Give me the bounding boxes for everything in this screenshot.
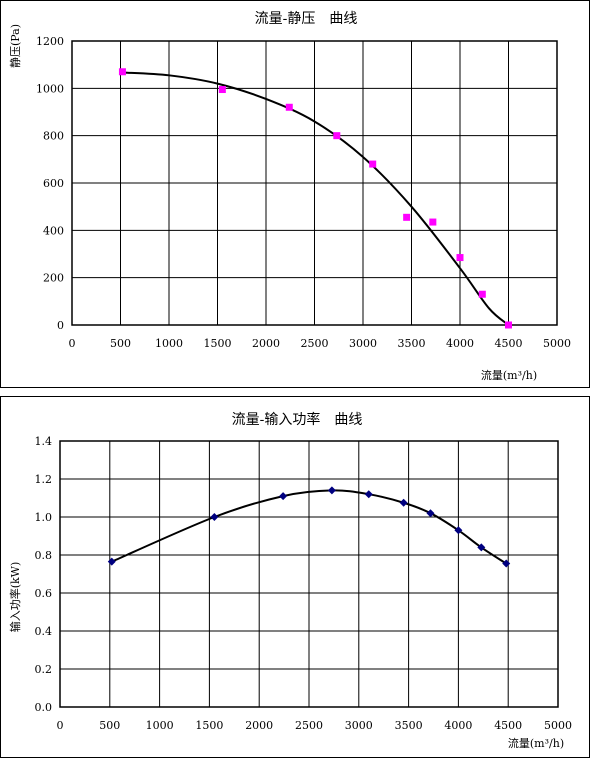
data-point	[210, 513, 219, 521]
x-tick-label: 4500	[495, 337, 523, 350]
data-point	[502, 559, 511, 568]
y-axis-label: 静压(Pa)	[8, 24, 22, 68]
static-pressure-chart-panel: 流量-静压 曲线 流量(m³/h) 静压(Pa) 0 500 1000 1500 200…	[0, 0, 590, 388]
chart-title: 流量-输入功率 曲线	[232, 411, 363, 428]
x-tick-label: 3000	[345, 719, 373, 732]
y-axis-label: 输入功率(kW)	[8, 562, 22, 633]
x-tick-label: 0	[57, 719, 64, 732]
y-tick-label: 0.6	[35, 587, 53, 600]
x-axis-label: 流量(m³/h)	[481, 368, 537, 382]
x-tick-label: 5000	[544, 719, 572, 732]
data-point	[333, 132, 341, 140]
x-tick-label: 3500	[395, 719, 423, 732]
y-tick-label: 800	[43, 130, 64, 143]
y-tick-label: 0	[57, 319, 64, 332]
input-power-chart-panel: 流量-输入功率 曲线 流量(m³/h) 输入功率(kW) 0 500 1000 150…	[0, 396, 590, 758]
y-tick-label: 400	[43, 224, 64, 237]
data-point	[399, 498, 408, 507]
y-tick-label: 0.4	[35, 625, 53, 638]
x-tick-label: 2000	[252, 337, 280, 350]
y-tick-label: 600	[43, 177, 64, 190]
x-tick-label: 2500	[295, 719, 323, 732]
chart-title: 流量-静压 曲线	[255, 11, 358, 27]
x-tick-label: 1500	[195, 719, 223, 732]
y-tick-label: 1200	[36, 35, 64, 48]
data-point	[505, 321, 512, 329]
x-tick-label: 2500	[301, 337, 329, 350]
series-line	[122, 71, 510, 326]
x-tick-label: 0	[69, 337, 76, 350]
x-tick-label: 1000	[146, 719, 174, 732]
x-tick-label: 4000	[444, 719, 472, 732]
x-tick-label: 500	[110, 337, 131, 350]
x-tick-label: 1000	[155, 337, 183, 350]
x-tick-label: 3500	[398, 337, 426, 350]
data-point	[454, 526, 463, 535]
x-tick-label: 4000	[446, 337, 474, 350]
data-point	[429, 218, 437, 226]
y-tick-label: 1000	[36, 82, 64, 95]
data-point	[426, 509, 435, 518]
static-pressure-chart: 流量-静压 曲线 流量(m³/h) 静压(Pa) 0 500 1000 1500 200…	[8, 11, 571, 382]
x-axis-label: 流量(m³/h)	[508, 736, 564, 750]
y-tick-label: 1.0	[35, 511, 53, 524]
y-tick-label: 200	[43, 272, 64, 285]
input-power-chart: 流量-输入功率 曲线 流量(m³/h) 输入功率(kW) 0 500 1000 150…	[8, 411, 572, 750]
x-tick-label: 1500	[204, 337, 232, 350]
x-tick-label: 3000	[349, 337, 377, 350]
data-point	[364, 490, 373, 499]
data-point	[456, 254, 464, 262]
y-tick-label: 0.0	[35, 701, 53, 714]
x-tick-label: 2000	[245, 719, 273, 732]
data-point	[218, 86, 226, 94]
series-line	[111, 489, 507, 565]
data-point	[477, 543, 486, 552]
data-point	[478, 290, 486, 298]
data-point	[118, 68, 126, 76]
data-point	[369, 160, 377, 168]
data-point	[107, 557, 116, 566]
data-point	[327, 486, 336, 495]
x-tick-label: 4500	[494, 719, 522, 732]
x-tick-label: 5000	[543, 337, 571, 350]
x-tick-label: 500	[99, 719, 120, 732]
data-point	[279, 492, 288, 501]
plot-area	[71, 40, 558, 326]
data-point	[285, 103, 293, 111]
y-tick-label: 1.2	[35, 473, 53, 486]
data-point	[403, 213, 411, 221]
y-tick-label: 1.4	[35, 435, 53, 448]
y-tick-label: 0.8	[35, 549, 53, 562]
plot-area	[59, 440, 559, 708]
y-tick-label: 0.2	[35, 663, 53, 676]
